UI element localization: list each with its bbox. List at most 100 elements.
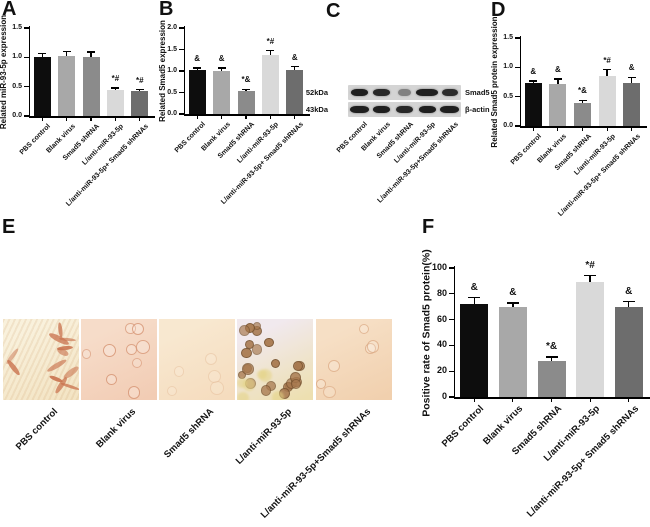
error-bar-cap — [62, 50, 71, 53]
stained-cell — [132, 358, 143, 368]
bar — [549, 83, 567, 126]
x-tick — [114, 117, 116, 121]
x-tick — [41, 117, 43, 121]
error-bar-line — [41, 53, 43, 57]
significance-annotation: & — [628, 63, 635, 73]
y-tick — [448, 396, 454, 398]
bar — [537, 360, 566, 397]
x-tick — [245, 115, 247, 119]
y-tick-label: 60 — [436, 313, 447, 324]
bar — [213, 71, 231, 114]
stained-cell — [45, 357, 68, 374]
y-tick-label: 1.5 — [167, 45, 177, 53]
significance-annotation: *& — [545, 341, 558, 352]
bar — [82, 57, 100, 116]
y-axis-line — [28, 26, 30, 116]
protein-band — [373, 105, 391, 114]
error-bar-line — [628, 301, 630, 307]
y-tick-label: 1.5 — [503, 34, 513, 42]
significance-annotation: & — [509, 286, 517, 298]
bar — [623, 82, 641, 126]
stained-cell — [239, 324, 251, 336]
stained-cell — [207, 369, 221, 384]
ihc-image-1 — [3, 319, 79, 400]
x-tick — [512, 398, 514, 402]
stained-cell — [328, 360, 341, 373]
stain-accent-blob — [258, 368, 273, 383]
ihc-image-3 — [159, 319, 235, 400]
bar — [237, 90, 255, 114]
x-tick — [557, 127, 559, 131]
stained-cell — [241, 347, 252, 359]
significance-annotation: *# — [603, 55, 611, 65]
error-bar-line — [557, 79, 559, 84]
y-tick — [23, 56, 29, 58]
error-bar-line — [114, 87, 117, 91]
error-bar-cap — [217, 67, 226, 69]
y-tick — [514, 125, 520, 127]
y-tick-label: 0.0 — [12, 112, 22, 120]
y-tick-label: 1.0 — [167, 67, 177, 75]
y-tick — [178, 91, 184, 94]
stained-cell — [81, 349, 92, 359]
bar — [574, 103, 591, 126]
y-tick-label: 100 — [431, 262, 447, 273]
error-bar-line — [532, 80, 534, 84]
stained-cell — [242, 363, 254, 375]
stained-cell — [323, 385, 336, 399]
error-bar-line — [512, 302, 514, 307]
stained-cell — [366, 340, 380, 353]
significance-annotation: & — [555, 65, 561, 75]
panel-c-letter: C — [326, 0, 341, 22]
protein-band — [350, 88, 368, 97]
protein-band — [398, 89, 411, 96]
error-bar-cap — [468, 297, 481, 299]
bar — [524, 83, 542, 126]
y-tick-label: 0.5 — [503, 92, 513, 100]
bar — [33, 56, 51, 116]
x-axis-line — [453, 397, 650, 399]
significance-annotation: & — [218, 53, 225, 63]
y-tick-label: 1.0 — [503, 63, 513, 71]
significance-annotation: & — [530, 66, 537, 76]
stained-cell — [359, 324, 370, 335]
bar — [498, 306, 527, 397]
stained-cell — [204, 352, 218, 366]
y-tick-label: 0.0 — [167, 110, 177, 118]
y-tick-label: 1.5 — [12, 24, 22, 32]
x-tick — [550, 398, 553, 402]
error-bar-cap — [584, 275, 597, 277]
x-tick — [606, 127, 608, 131]
error-bar-cap — [578, 99, 587, 101]
y-tick — [514, 37, 520, 39]
y-tick — [448, 267, 454, 269]
ihc-image-label: L/anti-miR-93-5p+Smad5 shRNAs — [258, 406, 374, 521]
y-tick — [448, 370, 454, 372]
error-bar-cap — [266, 50, 275, 52]
stained-cell — [127, 386, 141, 399]
significance-annotation: *& — [578, 86, 587, 96]
y-tick — [178, 27, 184, 29]
error-bar-cap — [87, 51, 95, 53]
stain-accent-blob — [237, 392, 250, 400]
stained-cell — [131, 322, 145, 336]
x-tick — [631, 127, 633, 131]
stained-cell — [290, 378, 301, 389]
x-tick — [581, 127, 584, 131]
error-bar-cap — [506, 302, 519, 304]
error-bar-cap — [38, 52, 47, 54]
y-tick — [448, 293, 454, 295]
panel-d-letter: D — [491, 0, 506, 21]
y-axis-line — [519, 36, 521, 126]
bar — [106, 90, 124, 116]
y-tick — [448, 344, 454, 346]
error-bar-line — [631, 77, 633, 83]
error-bar-line — [196, 67, 198, 71]
y-tick — [448, 319, 454, 321]
stained-cell — [167, 386, 177, 397]
x-tick — [139, 117, 141, 121]
x-tick — [269, 115, 271, 119]
y-tick-label: 40 — [436, 339, 447, 350]
protein-band — [349, 105, 369, 114]
